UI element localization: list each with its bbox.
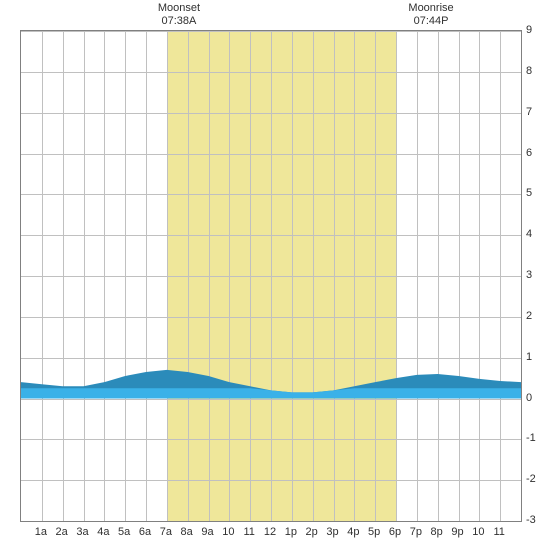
gridline-h <box>21 521 521 522</box>
y-tick-label: -3 <box>526 514 536 526</box>
tide-chart: 1a2a3a4a5a6a7a8a9a1011121p2p3p4p5p6p7p8p… <box>0 0 550 550</box>
x-tick-label: 11 <box>243 526 254 538</box>
y-tick-label: -2 <box>526 473 536 485</box>
y-tick-label: 2 <box>526 310 532 322</box>
x-tick-label: 12 <box>264 526 276 538</box>
x-tick-label: 4p <box>347 526 359 538</box>
x-tick-label: 8p <box>431 526 443 538</box>
y-tick-label: -1 <box>526 432 536 444</box>
x-tick-label: 3a <box>76 526 88 538</box>
tide-fill-lower <box>21 388 521 398</box>
x-tick-label: 2a <box>56 526 68 538</box>
x-tick-label: 2p <box>306 526 318 538</box>
y-tick-label: 8 <box>526 65 532 77</box>
x-tick-label: 3p <box>326 526 338 538</box>
x-tick-label: 10 <box>472 526 484 538</box>
x-tick-label: 8a <box>181 526 193 538</box>
x-tick-label: 9p <box>451 526 463 538</box>
y-tick-label: 5 <box>526 187 532 199</box>
x-tick-label: 10 <box>222 526 234 538</box>
moonset-time: 07:38A <box>162 15 197 27</box>
y-tick-label: 0 <box>526 392 532 404</box>
moonrise-time: 07:44P <box>414 15 449 27</box>
y-tick-label: 6 <box>526 147 532 159</box>
moonset-label: Moonset <box>158 2 200 14</box>
x-tick-label: 5p <box>368 526 380 538</box>
x-tick-label: 7p <box>410 526 422 538</box>
x-tick-label: 6a <box>139 526 151 538</box>
y-tick-label: 3 <box>526 269 532 281</box>
tide-area <box>21 31 521 521</box>
y-tick-label: 7 <box>526 106 532 118</box>
y-tick-label: 1 <box>526 351 532 363</box>
y-tick-label: 9 <box>526 24 532 36</box>
y-tick-label: 4 <box>526 228 532 240</box>
plot-area <box>20 30 522 522</box>
x-tick-label: 9a <box>201 526 213 538</box>
x-tick-label: 4a <box>97 526 109 538</box>
moonrise-label: Moonrise <box>408 2 453 14</box>
x-tick-label: 5a <box>118 526 130 538</box>
x-tick-label: 6p <box>389 526 401 538</box>
x-tick-label: 1p <box>285 526 297 538</box>
x-tick-label: 1a <box>35 526 47 538</box>
x-tick-label: 7a <box>160 526 172 538</box>
x-tick-label: 11 <box>493 526 504 538</box>
